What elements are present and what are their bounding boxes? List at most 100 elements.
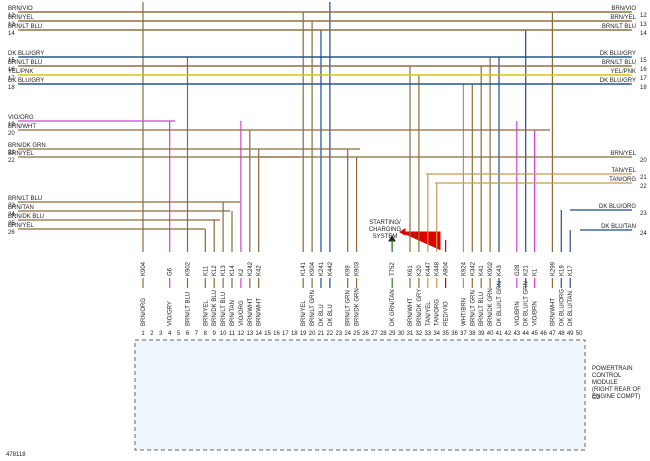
circuit-id: K42 [257, 265, 263, 276]
wire-color: BRN/DK BLU [212, 290, 218, 326]
circuit-id: K242 [248, 261, 254, 276]
circuit-id: K12 [212, 265, 218, 276]
wire-color: DK BLU/TAN [568, 291, 574, 326]
pin-number: 18 [291, 331, 298, 337]
pin-number: 11 [229, 331, 236, 337]
wire-number: 13 [640, 22, 647, 28]
module-label: CONTROL [592, 373, 622, 379]
wire-number: 20 [8, 131, 15, 137]
module-label: POWERTRAIN [592, 366, 633, 372]
circuit-id: K904 [310, 261, 316, 276]
wire-color: TAN/YEL [426, 301, 432, 326]
wire-color: VIO/BRN [515, 301, 521, 326]
pin-number: 42 [505, 331, 512, 337]
pin-number: 48 [558, 331, 565, 337]
wire-color: BRN/WHT [257, 298, 263, 326]
wire-label: BRN/YEL [8, 223, 34, 229]
wire-label: VIO/ORG [8, 115, 34, 121]
wire-label: DK BLU/GRY [600, 78, 636, 84]
pin-number: 34 [433, 331, 440, 337]
circuit-id: K902 [186, 261, 192, 276]
wire-color: BRN/YEL [203, 300, 209, 326]
wire-label: DK BLU/GRY [8, 51, 44, 57]
pin-number: 13 [246, 331, 253, 337]
circuit-id: K447 [426, 261, 432, 276]
wire-label: BRN/VIO [8, 6, 33, 12]
wire-label: BRN/WHT [8, 124, 36, 130]
wire-label: BRN/LT BLU [8, 196, 42, 202]
wire-number: 12 [640, 13, 647, 19]
wire-number: 15 [640, 58, 647, 64]
module-box [134, 339, 586, 451]
wire-color: DK BLU/LT GRN [524, 281, 530, 326]
wire-color: RED/VIO [444, 301, 450, 326]
system-label: STARTING/ [369, 220, 401, 226]
wire-label: YEL/PNK [8, 69, 33, 75]
pin-number: 28 [380, 331, 387, 337]
pin-number: 44 [522, 331, 529, 337]
wire-label: DK BLU/TAN [601, 224, 636, 230]
pin-number: 19 [300, 331, 307, 337]
wire-label: BRN/YEL [610, 151, 636, 157]
circuit-id: K2 [239, 268, 245, 276]
pin-number: 32 [416, 331, 423, 337]
system-label: CHARGING [369, 227, 402, 233]
wire-number: 16 [8, 67, 15, 73]
wire-color: BRN/WHT [550, 298, 556, 326]
wire-color: BRN/WHT [408, 298, 414, 326]
circuit-id: T752 [390, 262, 396, 276]
circuit-id: K41 [479, 265, 485, 276]
circuit-id: K18 [559, 265, 565, 276]
circuit-id: K924 [461, 261, 467, 276]
pin-number: 21 [318, 331, 325, 337]
pin-number: 41 [496, 331, 503, 337]
circuit-id: K904 [141, 261, 147, 276]
pin-number: 2 [150, 331, 154, 337]
pin-number: 7 [195, 331, 199, 337]
pin-number: 16 [273, 331, 280, 337]
pin-number: 37 [460, 331, 467, 337]
wire-number: 13 [8, 22, 15, 28]
wire-color: BRN/WHT [248, 298, 254, 326]
wire-color: BRN/TAN [230, 300, 236, 326]
arrow [399, 228, 441, 250]
circuit-id: K442 [328, 261, 334, 276]
pin-number: 3 [159, 331, 163, 337]
pin-number: 30 [398, 331, 405, 337]
wire-label: BRN/DK GRN [8, 143, 46, 149]
wire-color: TAN/ORG [435, 299, 441, 326]
wire-number: 14 [640, 31, 647, 37]
wire-color: BRN/DK GRN [355, 288, 361, 326]
circuit-id: K61 [408, 265, 414, 276]
pin-number: 6 [186, 331, 190, 337]
wire-color: DK BLU/LT GRN [497, 281, 503, 326]
pin-number: 39 [478, 331, 485, 337]
wire-number: 19 [8, 122, 15, 128]
wire-color: DK BLU [328, 304, 334, 326]
pin-number: 43 [513, 331, 520, 337]
wire-label: TAN/ORG [609, 177, 636, 183]
circuit-id: K299 [550, 261, 556, 276]
pin-number: 46 [540, 331, 547, 337]
circuit-id: K141 [301, 261, 307, 276]
wire-color: BRN/LT BLU [186, 292, 192, 326]
pin-number: 24 [344, 331, 351, 337]
circuit-id: K20 [417, 265, 423, 276]
pin-number: 35 [442, 331, 449, 337]
pin-number: 49 [567, 331, 574, 337]
circuit-id: K448 [435, 261, 441, 276]
pin-number: 33 [424, 331, 431, 337]
wire-color: VIO/GRY [168, 301, 174, 326]
wire-color: BRN/LT BLU [221, 292, 227, 326]
pin-number: 4 [168, 331, 172, 337]
wire-number: 23 [640, 211, 647, 217]
circuit-id: K903 [355, 261, 361, 276]
pin-number: 45 [531, 331, 538, 337]
wire-number: 21 [8, 150, 15, 156]
wire-color: VIO/BRN [533, 301, 539, 326]
wire-label: BRN/YEL [8, 151, 34, 157]
circuit-id: G28 [515, 264, 521, 276]
wire-color: WHT/BRN [461, 298, 467, 326]
pin-number: 15 [264, 331, 271, 337]
